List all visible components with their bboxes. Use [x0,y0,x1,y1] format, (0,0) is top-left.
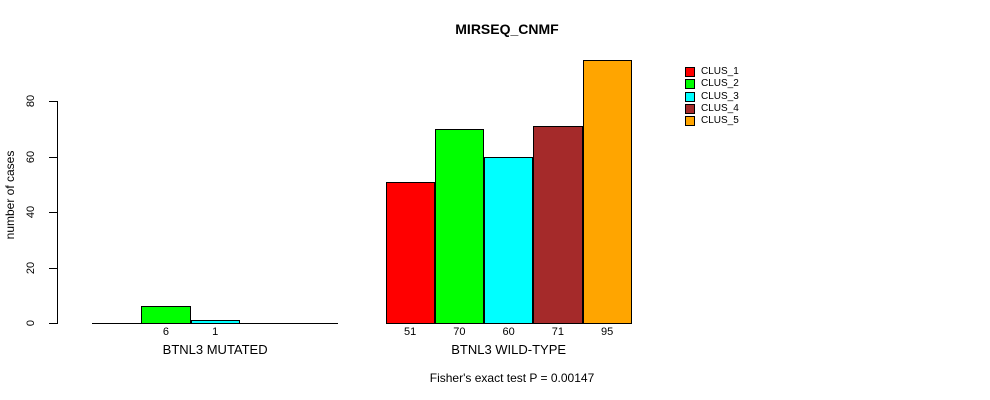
bar-clus_1-wild-type [385,182,435,324]
y-tick-label: 40 [25,206,37,219]
y-axis-line [57,101,58,324]
bar-clus_2-mutated [141,306,191,324]
y-tick-label: 80 [25,95,37,108]
y-axis-tick [49,267,57,269]
chart-title: MIRSEQ_CNMF [455,21,559,37]
y-tick-label: 60 [25,150,37,163]
legend-item: CLUS_5 [685,115,739,127]
y-axis-tick [49,323,57,324]
bar-value-label: 70 [453,326,466,338]
legend-item-label: CLUS_1 [701,66,739,78]
bar-clus_2-wild-type [434,129,484,324]
bar-clus_3-mutated [190,320,240,324]
bar-clus_5-wild-type [582,60,632,324]
bar-value-label: 51 [404,326,417,338]
legend-item-label: CLUS_5 [701,115,739,127]
legend-item-label: CLUS_4 [701,102,739,114]
bar-value-label: 1 [212,326,219,338]
y-tick-label: 20 [25,261,37,274]
x-category-label: BTNL3 MUTATED [162,342,268,357]
y-axis-label: number of cases [3,150,17,240]
y-axis-tick [49,156,57,158]
bar-value-label: 95 [601,326,614,338]
legend-color-swatch [685,91,695,102]
x-category-label: BTNL3 WILD-TYPE [451,342,567,357]
legend-color-swatch [685,103,695,114]
y-axis-tick [49,212,57,214]
legend-color-swatch [685,116,695,127]
legend-color-swatch [685,67,695,78]
bar-value-label: 6 [162,326,169,338]
bar-clus_3-wild-type [484,157,534,324]
legend-item: CLUS_2 [685,78,739,90]
bar-value-label: 71 [551,326,565,338]
y-axis-tick [49,101,57,103]
bar-value-label: 60 [502,326,515,338]
legend-item: CLUS_1 [685,66,739,78]
legend-item-label: CLUS_3 [701,90,739,102]
legend: CLUS_1 CLUS_2 CLUS_3 CLUS_4 CLUS_5 [685,66,739,127]
y-tick-label: 0 [25,319,37,327]
legend-item: CLUS_3 [685,91,739,103]
bar-clus_4-wild-type [533,126,583,324]
legend-item-label: CLUS_2 [701,78,739,90]
legend-color-swatch [685,79,695,90]
annotation-text: Fisher's exact test P = 0.00147 [429,371,595,385]
legend-item: CLUS_4 [685,103,739,115]
